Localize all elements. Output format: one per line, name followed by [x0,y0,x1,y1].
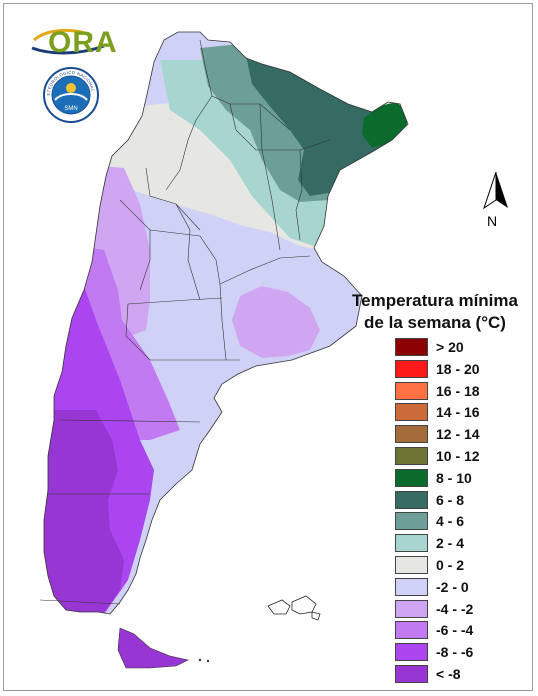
legend-swatch [395,643,428,662]
smn-seal: SMN SERVICIO METEOROLOGICO NACIONAL · AR… [42,66,99,123]
legend-title-line2: de la semana (°C) [364,313,506,332]
malvinas-islands [267,595,321,621]
legend-swatch [395,577,428,596]
legend-swatch [395,381,428,400]
zone-below-minus8 [44,410,124,614]
legend-swatch [395,403,428,422]
legend-label: > 20 [436,339,464,355]
north-label: N [487,213,498,229]
legend-label: 14 - 16 [436,404,480,421]
map-frame [3,3,533,691]
legend-swatch [395,599,428,618]
legend-swatch [395,338,428,356]
legend-label: -4 - -2 [436,600,474,617]
legend-label: 8 - 10 [436,469,472,486]
legend-label: -6 - -4 [436,622,474,639]
legend-label: -8 - -6 [436,644,474,661]
legend-swatch [395,425,428,444]
zone-minus4-minus2-buenosaires [232,286,320,358]
north-arrow-icon [483,171,508,210]
legend-label: -2 - 0 [436,578,469,595]
legend-label: 6 - 8 [436,491,465,508]
zone-8-10 [362,102,408,148]
legend-swatch [395,490,428,509]
legend-label: 12 - 14 [436,426,480,443]
legend-label: 18 - 20 [436,360,480,377]
legend-swatch [395,512,428,531]
legend-label: 16 - 18 [436,382,480,399]
ora-logo [31,28,105,55]
legend-swatch [395,555,428,574]
legend-label: 2 - 4 [436,535,465,552]
legend-title-line1: Temperatura mínima [352,291,518,310]
legend-label: 4 - 6 [436,513,465,530]
province-borders [39,39,331,605]
legend-label: 10 - 12 [436,447,480,464]
legend-swatch [395,359,428,378]
legend-swatch [395,446,428,465]
legend-swatch [395,621,428,640]
svg-text:SMN: SMN [64,106,77,112]
legend-label: 0 - 2 [436,556,465,573]
ora-logo-text: ORA [48,26,118,59]
legend-label: < -8 [436,665,461,682]
tierra-del-fuego [117,627,189,669]
legend-swatch [395,468,428,487]
legend-swatch [395,664,428,683]
legend-swatch [395,534,428,553]
legend-title: Temperatura mínima de la semana (°C) [340,290,530,334]
